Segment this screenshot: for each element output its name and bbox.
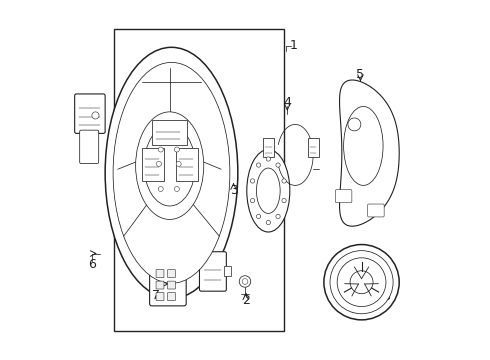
- Circle shape: [176, 161, 181, 166]
- FancyBboxPatch shape: [168, 281, 175, 289]
- Ellipse shape: [113, 62, 230, 283]
- Circle shape: [324, 244, 399, 320]
- Ellipse shape: [136, 112, 204, 220]
- Circle shape: [239, 276, 251, 287]
- Circle shape: [282, 179, 286, 183]
- Circle shape: [266, 220, 270, 225]
- Circle shape: [158, 147, 163, 152]
- Text: 2: 2: [242, 294, 249, 307]
- Text: 1: 1: [290, 39, 297, 52]
- Circle shape: [276, 214, 280, 219]
- Circle shape: [156, 161, 161, 166]
- FancyBboxPatch shape: [74, 94, 105, 134]
- Circle shape: [250, 198, 255, 203]
- Circle shape: [256, 163, 261, 167]
- Circle shape: [348, 118, 361, 131]
- FancyBboxPatch shape: [156, 270, 164, 278]
- Circle shape: [174, 147, 179, 152]
- Circle shape: [350, 271, 373, 294]
- Text: 6: 6: [88, 258, 96, 271]
- Text: 4: 4: [283, 96, 291, 109]
- FancyBboxPatch shape: [156, 281, 164, 289]
- FancyBboxPatch shape: [224, 266, 231, 276]
- Circle shape: [337, 258, 386, 307]
- Text: 8: 8: [382, 290, 391, 303]
- Text: 7: 7: [152, 289, 160, 302]
- FancyBboxPatch shape: [199, 252, 226, 291]
- Circle shape: [276, 163, 280, 167]
- Circle shape: [174, 186, 179, 192]
- Bar: [114, 30, 285, 330]
- FancyBboxPatch shape: [308, 138, 319, 157]
- FancyBboxPatch shape: [176, 148, 197, 181]
- Ellipse shape: [256, 168, 280, 213]
- FancyBboxPatch shape: [263, 138, 274, 157]
- FancyBboxPatch shape: [142, 148, 164, 181]
- FancyBboxPatch shape: [168, 293, 175, 301]
- FancyBboxPatch shape: [168, 270, 175, 278]
- Ellipse shape: [343, 107, 383, 185]
- FancyBboxPatch shape: [368, 204, 384, 217]
- FancyBboxPatch shape: [80, 130, 98, 163]
- Circle shape: [330, 251, 393, 314]
- Circle shape: [256, 214, 261, 219]
- Circle shape: [266, 157, 270, 161]
- FancyBboxPatch shape: [156, 293, 164, 301]
- Polygon shape: [340, 80, 399, 226]
- Circle shape: [242, 279, 248, 284]
- Circle shape: [282, 198, 286, 203]
- Ellipse shape: [144, 125, 195, 206]
- Ellipse shape: [105, 47, 238, 298]
- Ellipse shape: [247, 149, 290, 232]
- Circle shape: [250, 179, 255, 183]
- Circle shape: [158, 186, 163, 192]
- FancyBboxPatch shape: [149, 255, 186, 306]
- Text: 3: 3: [230, 184, 238, 197]
- Text: 5: 5: [356, 68, 365, 81]
- FancyBboxPatch shape: [335, 190, 352, 203]
- FancyBboxPatch shape: [152, 120, 187, 145]
- Circle shape: [92, 112, 99, 119]
